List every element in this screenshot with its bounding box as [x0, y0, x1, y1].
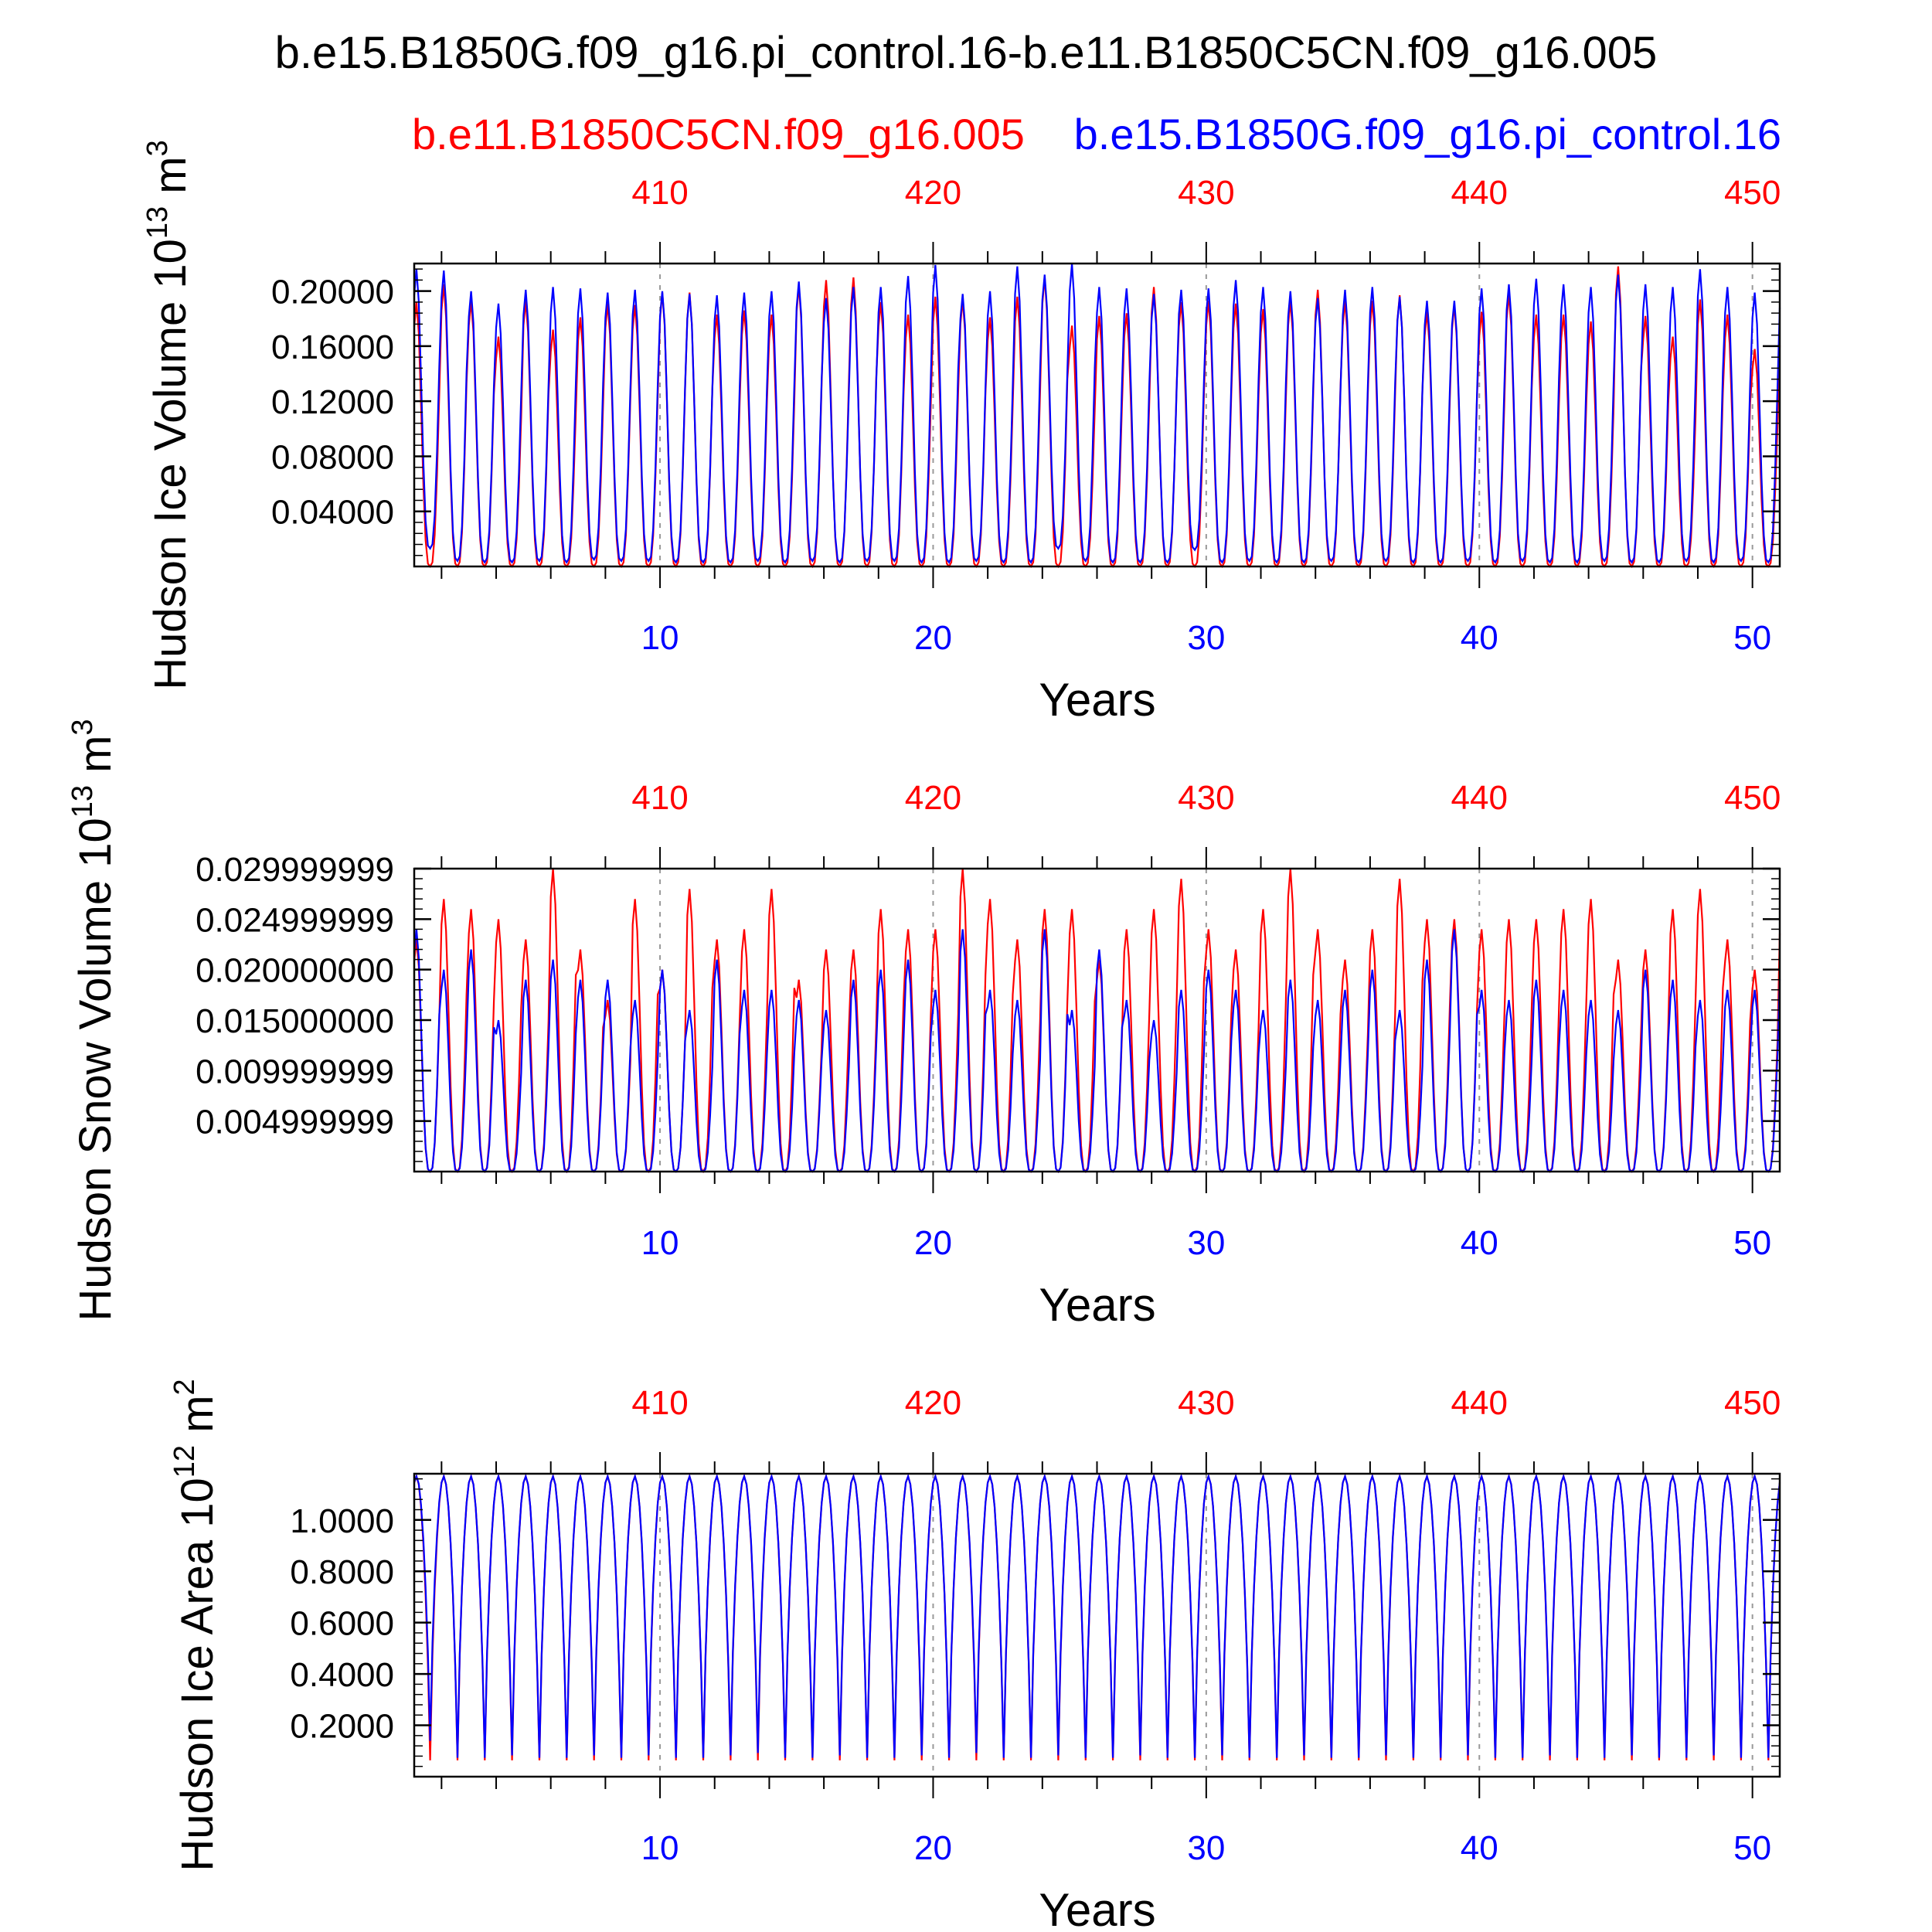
x-axis-title: Years [1039, 674, 1155, 726]
y-axis-title: Hudson Ice Volume 1013 m3 [141, 140, 196, 689]
series-line-red [413, 1473, 1781, 1760]
panel-snow-volume: 0.004999999 0.009999999 0.015000000 0.02000… [66, 719, 1781, 1331]
y-tick-label: 0.12000 [271, 383, 394, 421]
x-tick-label-bottom: 50 [1733, 1829, 1771, 1867]
x-axis-title: Years [1039, 1884, 1155, 1932]
series-line-blue [413, 264, 1781, 564]
y-tick-label: 0.8000 [290, 1553, 394, 1591]
y-tick-label: 0.6000 [290, 1605, 394, 1643]
series-line-blue [413, 1473, 1781, 1758]
x-tick-label-top: 440 [1451, 1384, 1508, 1422]
y-tick-label: 0.4000 [290, 1656, 394, 1694]
x-tick-label-top: 440 [1451, 779, 1508, 817]
x-tick-label-top: 450 [1724, 174, 1781, 212]
x-tick-label-bottom: 30 [1187, 619, 1225, 657]
x-tick-label-bottom: 40 [1461, 619, 1498, 657]
y-tick-label: 0.004999999 [196, 1104, 394, 1141]
x-tick-label-bottom: 30 [1187, 1829, 1225, 1867]
y-tick-label: 0.020000000 [196, 952, 394, 990]
y-tick-label: 0.08000 [271, 438, 394, 476]
x-tick-label-top: 410 [631, 779, 688, 817]
x-tick-label-bottom: 10 [641, 1224, 679, 1262]
x-tick-label-top: 430 [1178, 1384, 1234, 1422]
x-tick-label-bottom: 50 [1733, 619, 1771, 657]
x-tick-label-bottom: 40 [1461, 1829, 1498, 1867]
y-tick-label: 0.20000 [271, 274, 394, 311]
x-tick-label-top: 450 [1724, 779, 1781, 817]
figure-title: b.e15.B1850G.f09_g16.pi_control.16-b.e11… [275, 28, 1658, 78]
y-tick-label: 0.2000 [290, 1708, 394, 1746]
x-tick-label-bottom: 20 [914, 1224, 952, 1262]
x-tick-label-bottom: 20 [914, 1829, 952, 1867]
x-tick-label-bottom: 30 [1187, 1224, 1225, 1262]
x-tick-label-top: 440 [1451, 174, 1508, 212]
x-tick-label-bottom: 10 [641, 619, 679, 657]
y-axis-title: Hudson Ice Area 1012 m2 [168, 1379, 223, 1871]
plot-frame [413, 867, 1781, 1173]
x-tick-label-bottom: 40 [1461, 1224, 1498, 1262]
legend-blue-label: b.e15.B1850G.f09_g16.pi_control.16 [1074, 110, 1781, 158]
y-tick-label: 1.0000 [290, 1502, 394, 1540]
x-tick-label-top: 420 [905, 1384, 961, 1422]
y-tick-label: 0.029999999 [196, 851, 394, 889]
x-tick-label-top: 420 [905, 174, 961, 212]
x-tick-label-bottom: 50 [1733, 1224, 1771, 1262]
x-tick-label-top: 450 [1724, 1384, 1781, 1422]
x-tick-label-top: 410 [631, 1384, 688, 1422]
x-tick-label-top: 430 [1178, 779, 1234, 817]
x-tick-label-bottom: 10 [641, 1829, 679, 1867]
x-tick-label-bottom: 20 [914, 619, 952, 657]
x-tick-label-top: 410 [631, 174, 688, 212]
panel-ice-area: 0.2000 0.4000 0.6000 0.8000 1.0000 10 410 20 420… [168, 1379, 1781, 1932]
legend-red-label: b.e11.B1850C5CN.f09_g16.005 [412, 110, 1025, 158]
plot-frame [413, 1472, 1781, 1778]
y-axis-title: Hudson Snow Volume 1013 m3 [66, 719, 121, 1321]
series-line-blue [413, 929, 1781, 1173]
panel-ice-volume: 0.04000 0.08000 0.12000 0.16000 0.20000 10 410… [141, 140, 1781, 726]
x-tick-label-top: 430 [1178, 174, 1234, 212]
y-tick-label: 0.009999999 [196, 1053, 394, 1090]
y-tick-label: 0.015000000 [196, 1002, 394, 1040]
x-axis-title: Years [1039, 1279, 1155, 1331]
series-line-red [413, 869, 1781, 1174]
y-tick-label: 0.16000 [271, 328, 394, 366]
x-tick-label-top: 420 [905, 779, 961, 817]
y-tick-label: 0.04000 [271, 494, 394, 532]
y-tick-label: 0.024999999 [196, 901, 394, 939]
